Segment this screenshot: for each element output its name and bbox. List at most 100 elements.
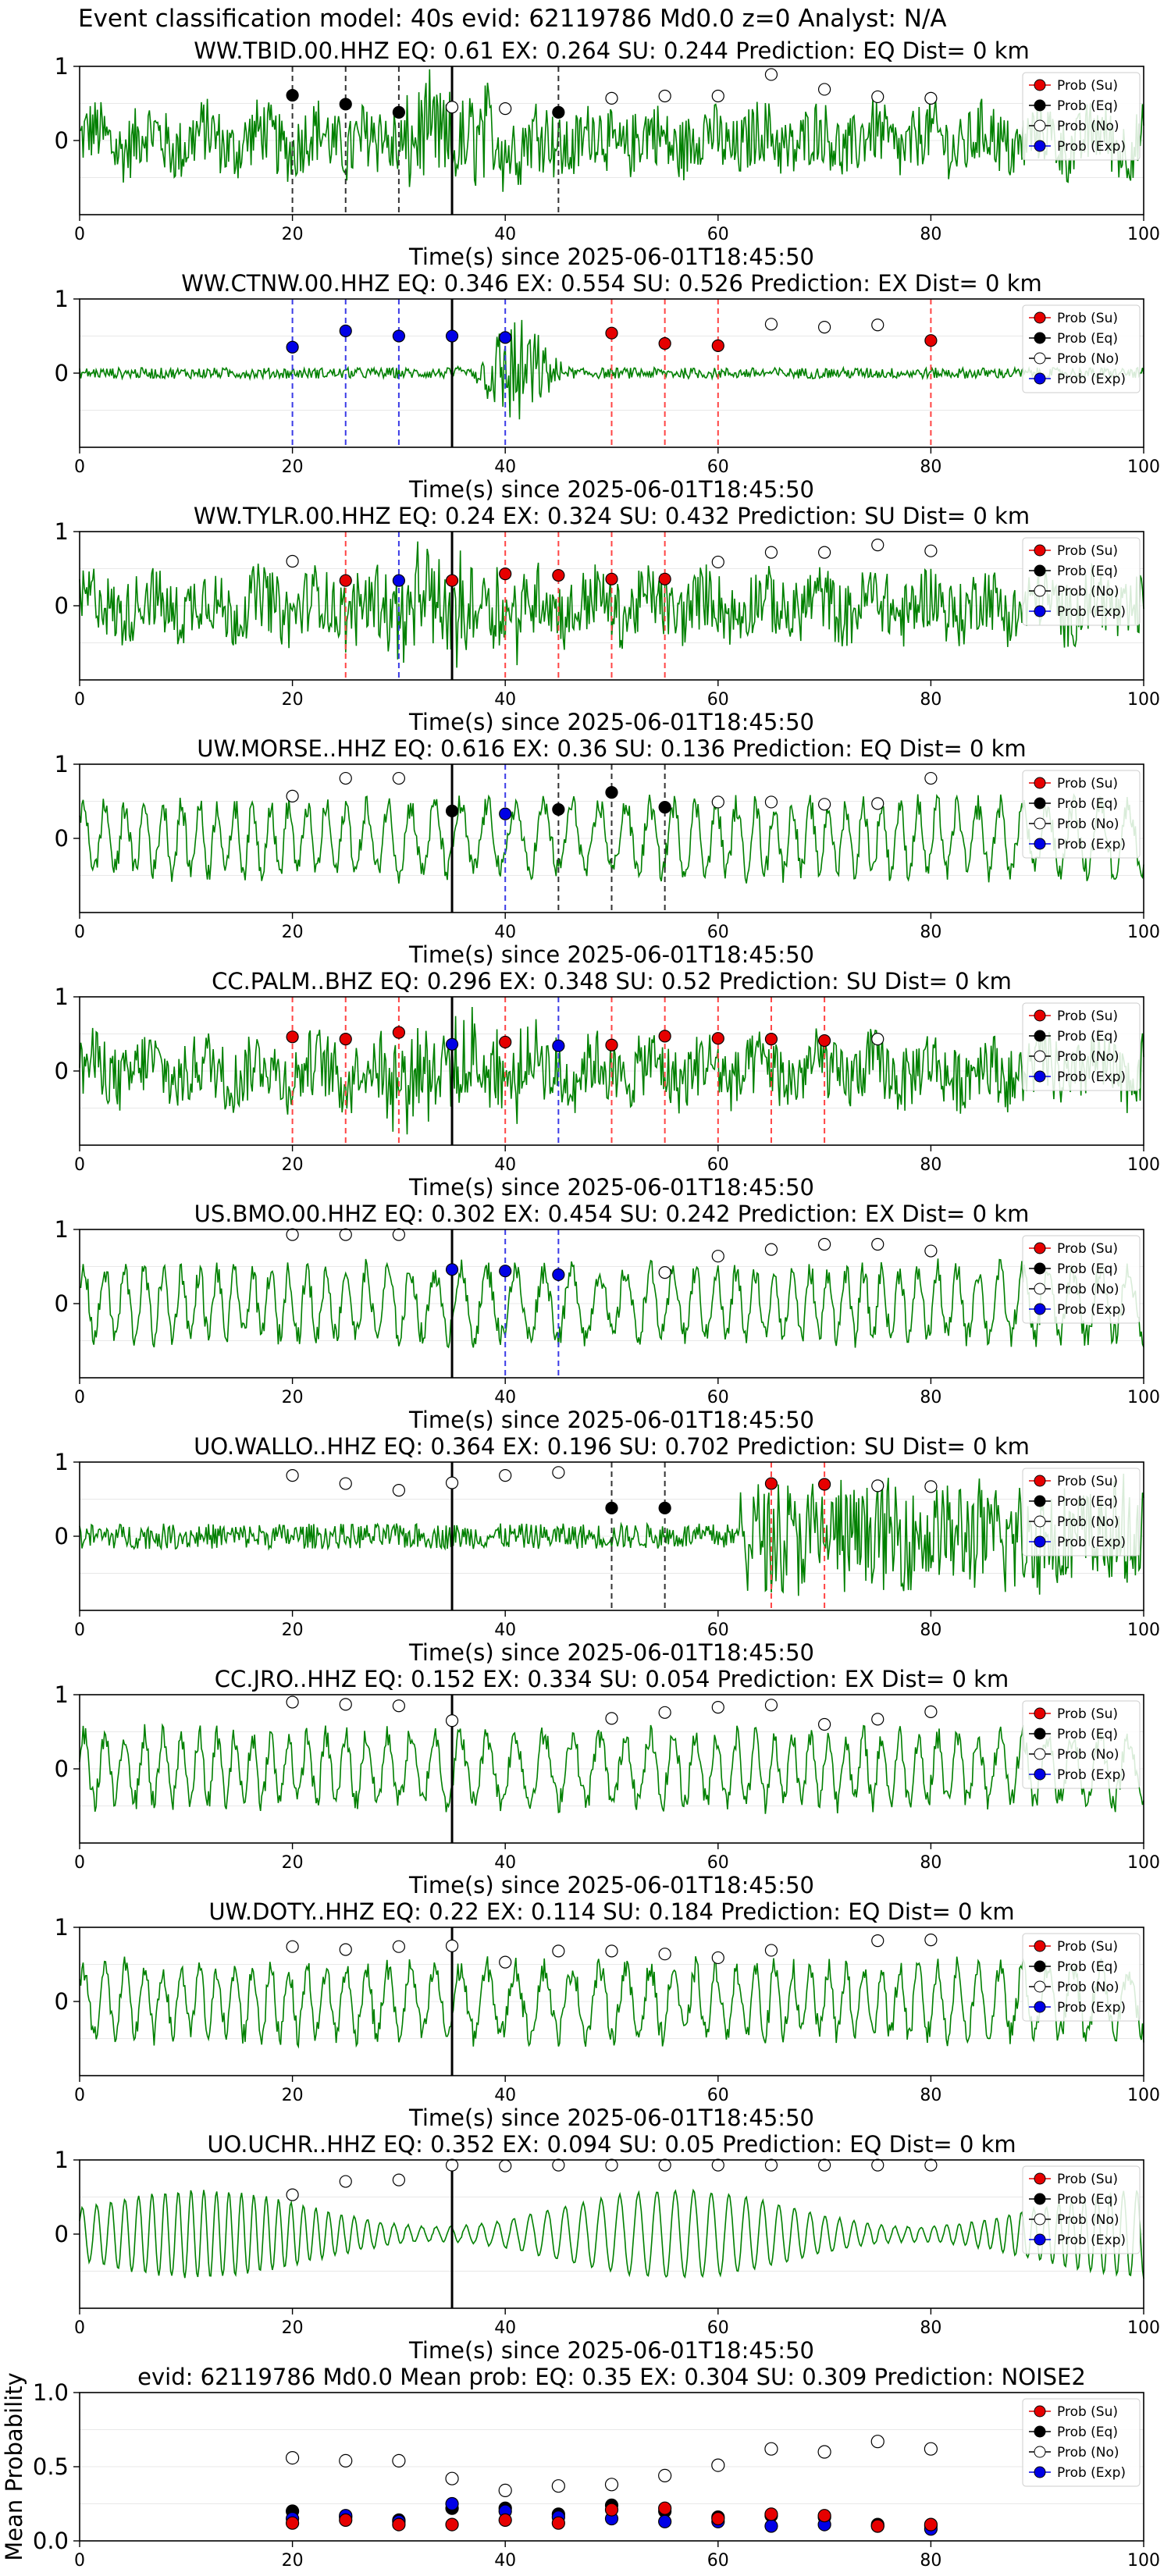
x-tick-label: 20 — [282, 1388, 304, 1407]
prob-marker-no — [339, 1477, 352, 1490]
legend-marker — [1034, 119, 1046, 132]
legend-marker — [1034, 1262, 1046, 1275]
prob-marker-su — [552, 568, 565, 582]
panel-title: WW.CTNW.00.HHZ EQ: 0.346 EX: 0.554 SU: 0… — [181, 270, 1042, 297]
prob-marker-no — [286, 2188, 299, 2201]
prob-marker-no — [339, 771, 352, 785]
prob-marker-no — [871, 318, 884, 332]
x-tick-label: 80 — [920, 1853, 941, 1873]
prob-marker-su — [605, 326, 618, 340]
x-tick-label: 80 — [920, 2086, 941, 2105]
prob-marker-exp — [445, 329, 459, 343]
legend-marker — [1034, 2233, 1046, 2246]
legend-marker — [1034, 1940, 1046, 1952]
legend-label: Prob (Su) — [1057, 1241, 1118, 1257]
y-tick-label: 0 — [55, 127, 69, 154]
prob-marker-no — [817, 1717, 831, 1731]
x-tick-label: 100 — [1127, 1155, 1160, 1175]
x-tick-label: 80 — [920, 457, 941, 477]
x-axis-label: Time(s) since 2025-06-01T18:45:50 — [408, 709, 814, 735]
legend-marker — [1034, 777, 1046, 789]
x-tick-label: 60 — [707, 2318, 729, 2338]
mean-prob-marker-no — [339, 2453, 353, 2467]
legend-marker — [1034, 1707, 1046, 1720]
mean-prob-marker-su — [339, 2513, 353, 2527]
prob-marker-no — [499, 1955, 512, 1969]
prob-marker-exp — [392, 329, 405, 343]
legend-label: Prob (Eq) — [1057, 2192, 1118, 2208]
prob-marker-su — [711, 1032, 724, 1045]
mean-prob-marker-no — [817, 2445, 831, 2459]
legend-label: Prob (Su) — [1057, 1474, 1118, 1489]
y-tick-label: 0 — [55, 592, 69, 619]
legend-marker — [1034, 1727, 1046, 1740]
legend: Prob (Su) Prob (Eq) Prob (No) Prob (Exp) — [1022, 2165, 1141, 2254]
x-tick-label: 40 — [494, 2318, 516, 2338]
x-tick-label: 100 — [1127, 225, 1160, 244]
waveform-trace — [79, 1258, 1144, 1349]
legend-marker — [1034, 372, 1046, 385]
y-tick-label: 0 — [55, 1988, 69, 2015]
legend-label: Prob (Exp) — [1057, 1302, 1126, 1318]
legend-label: Prob (No) — [1057, 1282, 1119, 1297]
legend-box — [1022, 72, 1141, 161]
prob-marker-no — [817, 321, 831, 334]
legend-label: Prob (Eq) — [1057, 2425, 1118, 2440]
legend-label: Prob (Eq) — [1057, 98, 1118, 114]
prob-marker-eq — [605, 1501, 618, 1515]
x-tick-label: 80 — [920, 923, 941, 942]
prob-marker-no — [871, 797, 884, 810]
x-tick-label: 60 — [707, 2551, 729, 2571]
y-tick-label: 1 — [55, 286, 69, 312]
mean-prob-marker-su — [498, 2513, 512, 2527]
panel: CC.PALM..BHZ EQ: 0.296 EX: 0.348 SU: 0.5… — [55, 968, 1160, 1201]
x-tick-label: 0 — [74, 457, 85, 477]
legend-marker — [1034, 332, 1046, 344]
mean-prob-marker-su — [551, 2516, 565, 2530]
panel-title: WW.TYLR.00.HHZ EQ: 0.24 EX: 0.324 SU: 0.… — [194, 503, 1030, 529]
x-tick-label: 0 — [74, 690, 85, 710]
panel-title: UO.UCHR..HHZ EQ: 0.352 EX: 0.094 SU: 0.0… — [207, 2131, 1016, 2158]
legend-marker — [1034, 1475, 1046, 1487]
x-tick-label: 60 — [707, 2086, 729, 2105]
prob-marker-no — [339, 2175, 352, 2188]
mean-prob-marker-no — [392, 2453, 406, 2467]
legend: Prob (Su) Prob (Eq) Prob (No) Prob (Exp) — [1022, 1235, 1141, 1324]
legend-marker — [1034, 2213, 1046, 2226]
x-axis-label: Time(s) since 2025-06-01T18:45:50 — [408, 2105, 814, 2131]
x-tick-label: 100 — [1127, 457, 1160, 477]
prob-marker-exp — [552, 1039, 565, 1052]
x-tick-label: 0 — [74, 2318, 85, 2338]
panel-title: UW.MORSE..HHZ EQ: 0.616 EX: 0.36 SU: 0.1… — [197, 735, 1026, 762]
x-tick-label: 20 — [282, 457, 304, 477]
mean-prob-marker-su — [392, 2517, 406, 2532]
prob-marker-no — [392, 2173, 405, 2186]
prob-marker-exp — [499, 331, 512, 344]
prob-marker-eq — [286, 88, 299, 102]
prob-marker-exp — [392, 574, 405, 587]
mean-prob-marker-no — [764, 2442, 778, 2456]
x-tick-label: 0 — [74, 1155, 85, 1175]
x-tick-label: 80 — [920, 1155, 941, 1175]
x-axis-label: Time(s) since 2025-06-01T18:45:50 — [408, 244, 814, 270]
legend-box — [1022, 304, 1141, 393]
legend-marker — [1034, 99, 1046, 112]
prob-marker-su — [711, 339, 724, 352]
mean-prob-marker-su — [870, 2519, 884, 2533]
legend-marker — [1034, 1030, 1046, 1042]
panel: US.BMO.00.HHZ EQ: 0.302 EX: 0.454 SU: 0.… — [55, 1201, 1160, 1433]
legend-label: Prob (Exp) — [1057, 1535, 1126, 1550]
legend-marker — [1034, 2446, 1046, 2458]
legend-label: Prob (No) — [1057, 1514, 1119, 1530]
panel-title: CC.PALM..BHZ EQ: 0.296 EX: 0.348 SU: 0.5… — [212, 968, 1012, 994]
x-tick-label: 100 — [1127, 923, 1160, 942]
legend-label: Prob (Su) — [1057, 776, 1118, 792]
x-tick-label: 60 — [707, 1853, 729, 1873]
x-axis-label: Time(s) since 2025-06-01T18:45:50 — [408, 476, 814, 503]
prob-marker-no — [286, 1940, 299, 1953]
x-tick-label: 0 — [74, 1853, 85, 1873]
x-tick-label: 20 — [282, 923, 304, 942]
x-tick-label: 20 — [282, 1853, 304, 1873]
legend-label: Prob (Exp) — [1057, 372, 1126, 387]
